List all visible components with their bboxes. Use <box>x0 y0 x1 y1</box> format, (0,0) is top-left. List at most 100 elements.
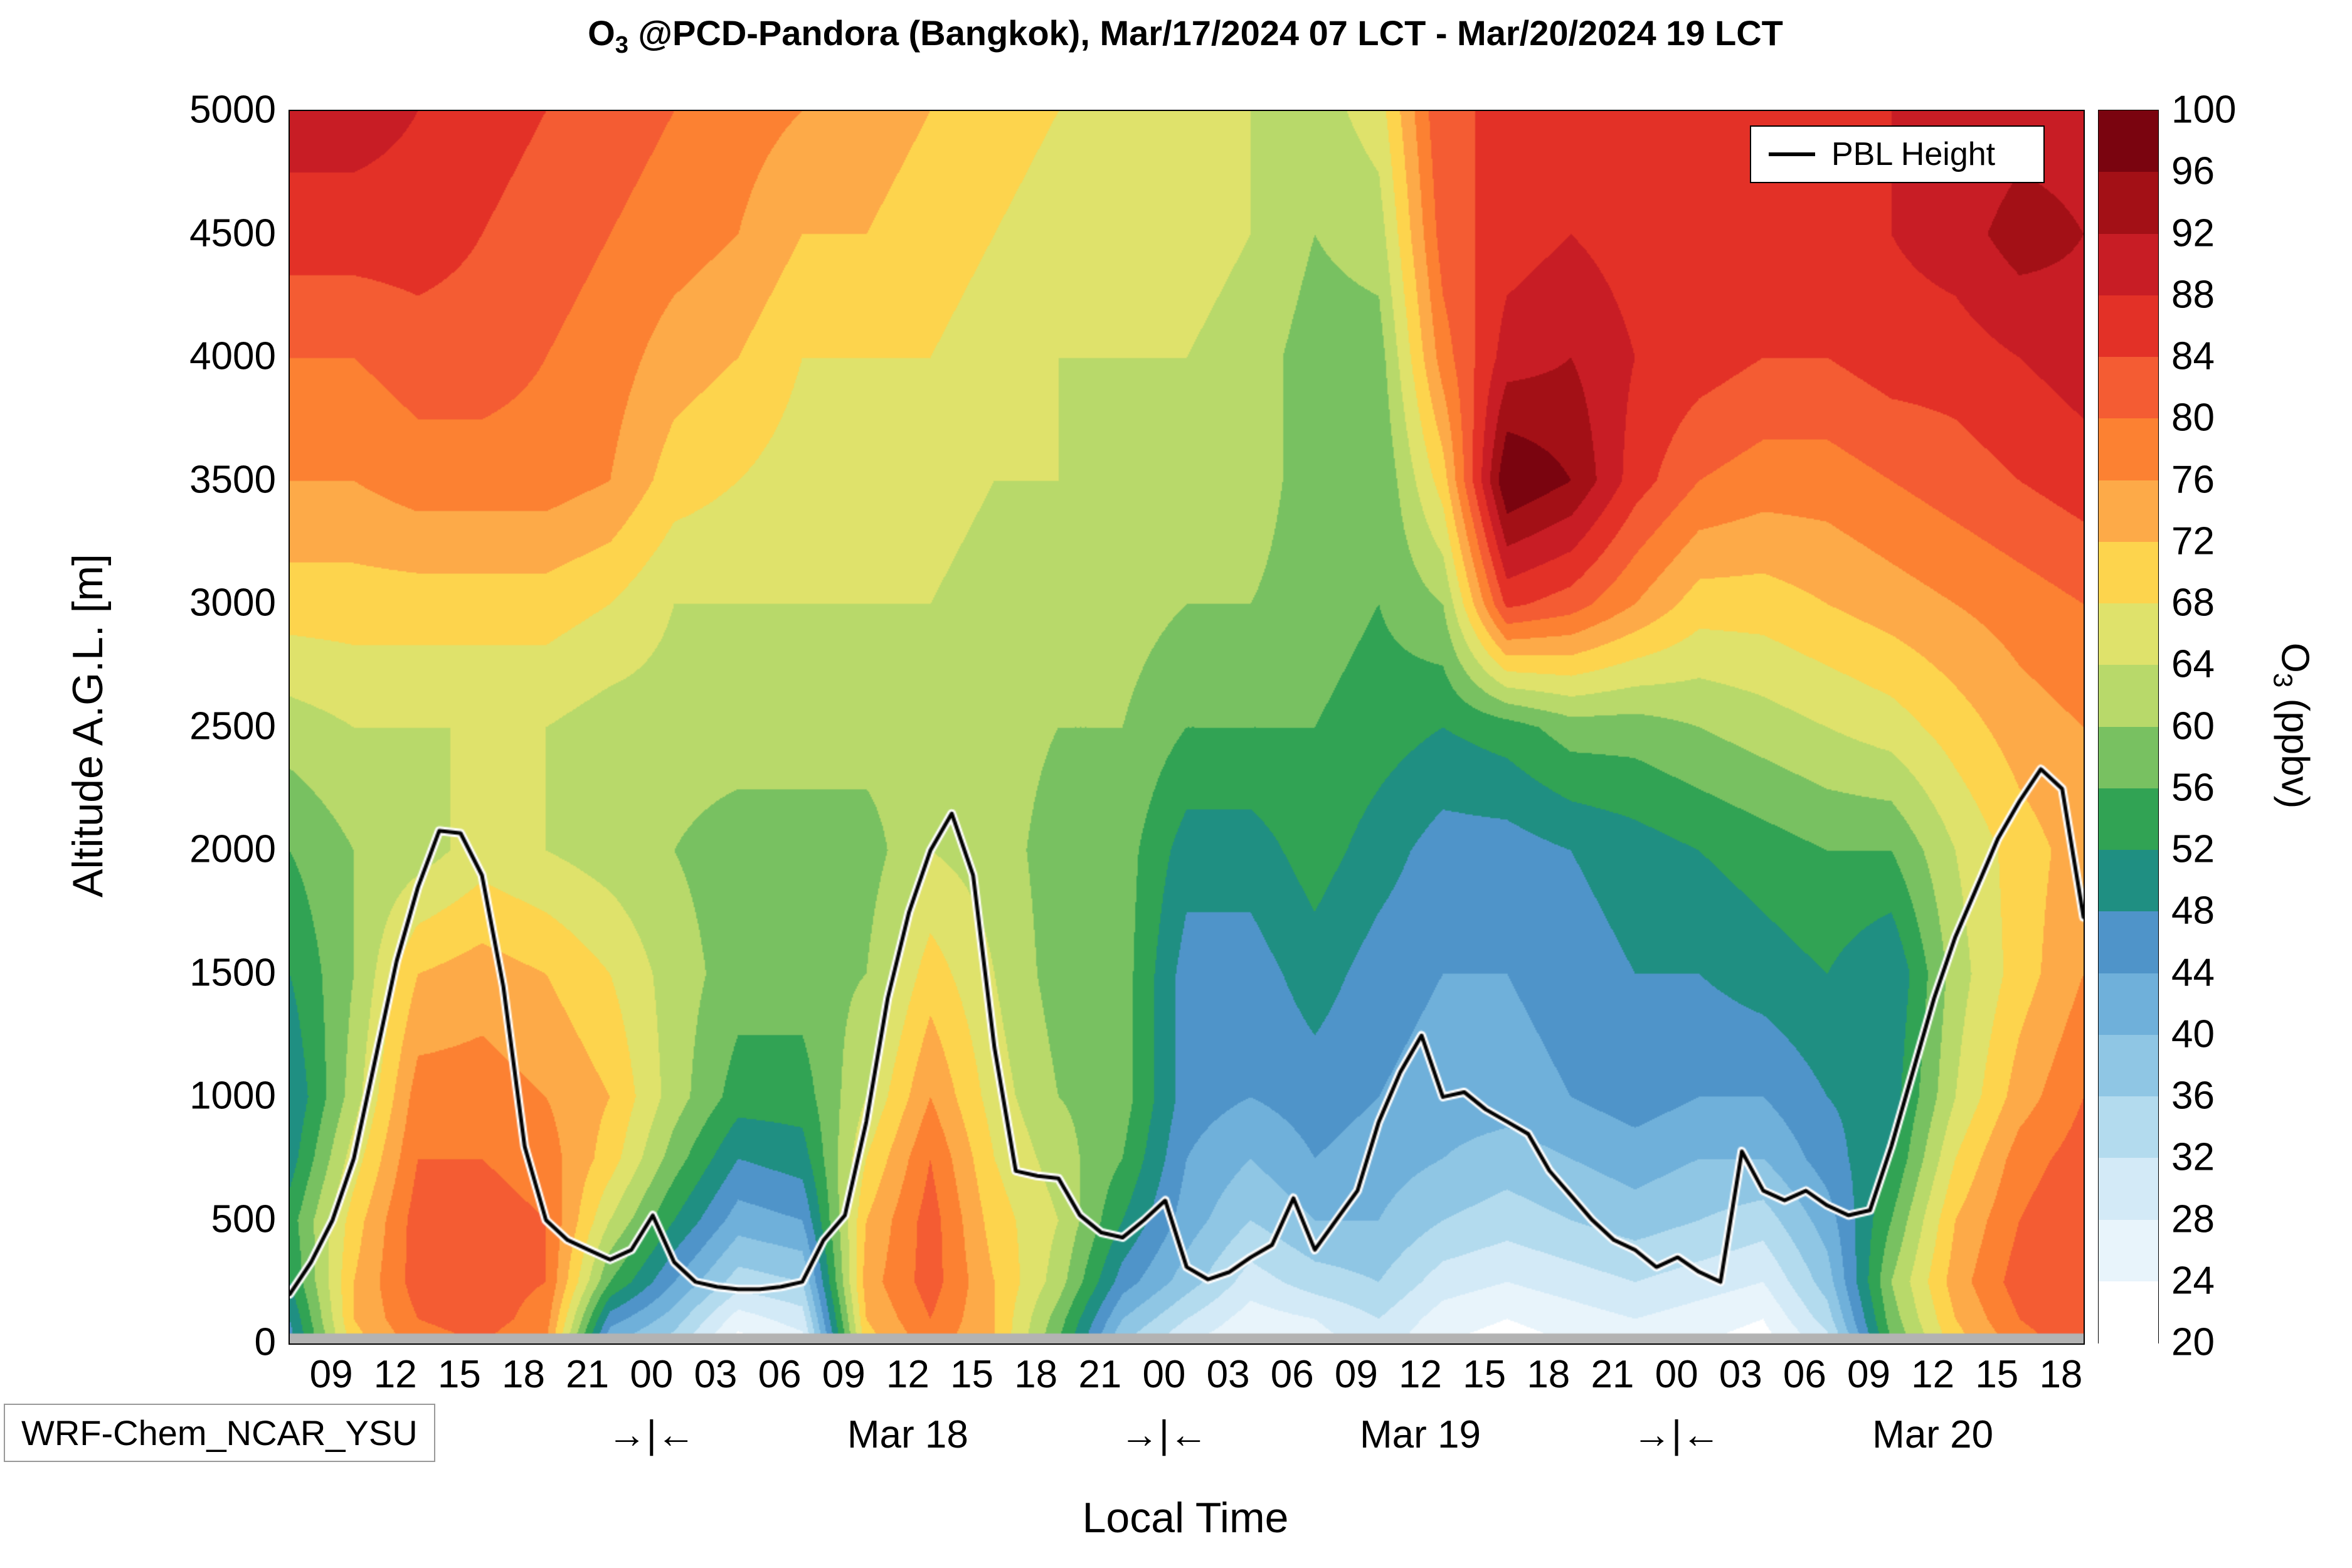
colorbar-tick-label: 20 <box>2171 1320 2215 1364</box>
y-tick-label: 1000 <box>189 1074 276 1118</box>
colorbar-tick-label: 44 <box>2171 951 2215 994</box>
x-tick-label: 09 <box>309 1353 353 1396</box>
chart-title-rest: @PCD-Pandora (Bangkok), Mar/17/2024 07 L… <box>628 13 1783 53</box>
x-tick-label: 21 <box>1078 1353 1122 1396</box>
x-tick-label: 06 <box>1270 1353 1314 1396</box>
x-tick-label: 15 <box>1463 1353 1507 1396</box>
colorbar-segment <box>2099 1219 2158 1282</box>
day-separator: →|← <box>1633 1413 1721 1456</box>
colorbar-segment <box>2099 418 2158 481</box>
colorbar-tick-label: 52 <box>2171 827 2215 871</box>
x-tick-label: 03 <box>1206 1353 1250 1396</box>
x-tick-label: 09 <box>1847 1353 1890 1396</box>
colorbar-tick-label: 32 <box>2171 1135 2215 1179</box>
colorbar-tick-label: 76 <box>2171 458 2215 501</box>
colorbar-tick-label: 60 <box>2171 704 2215 748</box>
x-tick-label: 03 <box>694 1353 738 1396</box>
x-tick-label: 12 <box>886 1353 930 1396</box>
colorbar-segment <box>2099 726 2158 789</box>
colorbar-segment <box>2099 1096 2158 1159</box>
colorbar-tick-label: 64 <box>2171 642 2215 686</box>
x-tick-label: 09 <box>1334 1353 1378 1396</box>
colorbar-tick-label: 36 <box>2171 1074 2215 1118</box>
day-separator: →|← <box>607 1413 696 1456</box>
colorbar-tick-label: 92 <box>2171 211 2215 255</box>
colorbar-segment <box>2099 1034 2158 1097</box>
x-tick-label: 15 <box>437 1353 481 1396</box>
colorbar-tick-label: 68 <box>2171 581 2215 625</box>
colorbar-segment <box>2099 911 2158 974</box>
colorbar-segment <box>2099 1158 2158 1221</box>
colorbar-segment <box>2099 541 2158 604</box>
chart-title-o: O <box>588 13 615 53</box>
colorbar-segment <box>2099 357 2158 420</box>
colorbar-segment <box>2099 603 2158 666</box>
colorbar-tick-label: 100 <box>2171 88 2237 132</box>
x-tick-label: 18 <box>1527 1353 1571 1396</box>
y-axis-label: Altitude A.G.L. [m] <box>64 553 112 898</box>
colorbar-tick-label: 72 <box>2171 519 2215 563</box>
x-tick-label: 15 <box>950 1353 993 1396</box>
colorbar-title-sub: 3 <box>2268 672 2298 688</box>
x-tick-label: 18 <box>2039 1353 2083 1396</box>
colorbar-tick-label: 28 <box>2171 1197 2215 1241</box>
colorbar-title-rest: (ppbv) <box>2273 687 2317 809</box>
y-tick-label: 1500 <box>189 951 276 994</box>
y-tick-label: 2000 <box>189 827 276 871</box>
x-tick-label: 21 <box>566 1353 610 1396</box>
x-tick-label: 00 <box>1142 1353 1186 1396</box>
x-tick-label: 09 <box>822 1353 866 1396</box>
pbl-legend-label: PBL Height <box>1831 136 1996 172</box>
x-tick-label: 12 <box>1399 1353 1442 1396</box>
colorbar-segment <box>2099 1281 2158 1343</box>
pbl-line-sample-icon <box>1769 152 1815 156</box>
y-tick-label: 500 <box>211 1197 276 1241</box>
colorbar <box>2098 110 2159 1343</box>
y-tick-label: 3000 <box>189 581 276 625</box>
colorbar-tick-label: 24 <box>2171 1259 2215 1303</box>
x-tick-label: 18 <box>502 1353 545 1396</box>
colorbar-segment <box>2099 973 2158 1036</box>
x-tick-label: 18 <box>1014 1353 1058 1396</box>
colorbar-title-o: O <box>2273 642 2317 673</box>
x-tick-label: 15 <box>1975 1353 2019 1396</box>
x-tick-label: 06 <box>1783 1353 1826 1396</box>
y-tick-label: 2500 <box>189 704 276 748</box>
colorbar-segment <box>2099 788 2158 850</box>
colorbar-tick-label: 48 <box>2171 889 2215 933</box>
plot-area <box>289 110 2085 1345</box>
o3-heatmap-canvas <box>290 111 2084 1343</box>
x-axis-label: Local Time <box>1082 1494 1289 1542</box>
pbl-legend: PBL Height <box>1750 125 2045 183</box>
chart-title: O3 @PCD-Pandora (Bangkok), Mar/17/2024 0… <box>289 13 2082 59</box>
date-label: Mar 18 <box>847 1413 968 1456</box>
colorbar-segment <box>2099 233 2158 296</box>
date-label: Mar 20 <box>1872 1413 1994 1456</box>
colorbar-segment <box>2099 110 2158 173</box>
colorbar-tick-label: 56 <box>2171 766 2215 810</box>
x-tick-label: 03 <box>1719 1353 1762 1396</box>
colorbar-segment <box>2099 295 2158 358</box>
y-tick-label: 0 <box>254 1320 276 1364</box>
x-tick-label: 00 <box>1655 1353 1698 1396</box>
colorbar-title: O3 (ppbv) <box>2267 643 2317 809</box>
y-tick-label: 4000 <box>189 334 276 378</box>
colorbar-segment <box>2099 850 2158 913</box>
colorbar-tick-label: 80 <box>2171 396 2215 440</box>
x-tick-label: 00 <box>630 1353 674 1396</box>
colorbar-tick-label: 88 <box>2171 273 2215 317</box>
date-label: Mar 19 <box>1360 1413 1481 1456</box>
colorbar-tick-label: 84 <box>2171 334 2215 378</box>
colorbar-segment <box>2099 172 2158 235</box>
y-tick-label: 3500 <box>189 458 276 501</box>
colorbar-segment <box>2099 480 2158 543</box>
day-separator: →|← <box>1120 1413 1208 1456</box>
model-label-box: WRF-Chem_NCAR_YSU <box>4 1404 435 1462</box>
colorbar-segment <box>2099 665 2158 728</box>
x-tick-label: 12 <box>373 1353 417 1396</box>
x-tick-label: 21 <box>1591 1353 1634 1396</box>
x-tick-label: 06 <box>758 1353 802 1396</box>
y-tick-label: 5000 <box>189 88 276 132</box>
chart-title-sub: 3 <box>615 32 628 59</box>
